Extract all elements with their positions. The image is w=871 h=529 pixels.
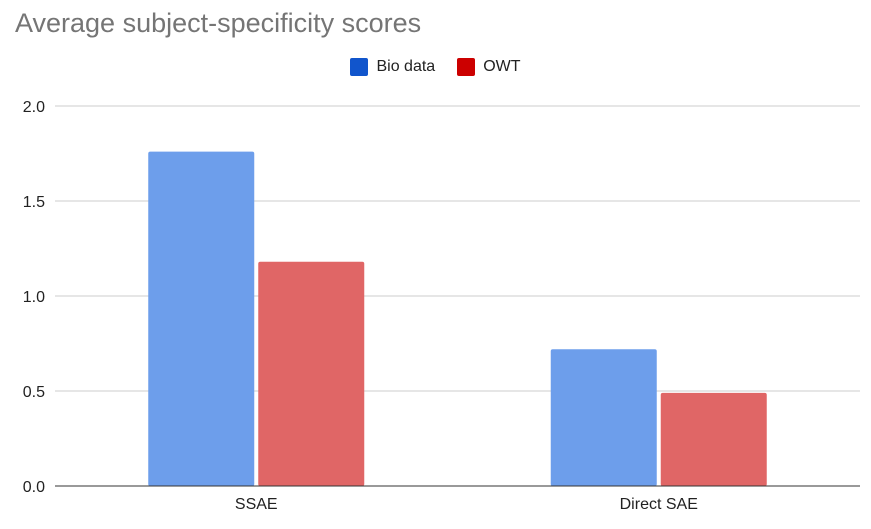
legend: Bio data OWT <box>0 58 871 76</box>
y-tick-label: 2.0 <box>23 99 45 116</box>
legend-swatch-owt <box>457 58 476 76</box>
legend-label-owt: OWT <box>483 58 521 75</box>
y-tick-label: 0.5 <box>23 384 45 401</box>
bar-owt-ssae[interactable] <box>258 261 365 486</box>
y-tick-label: 0.0 <box>23 479 45 496</box>
bar-owt-direct-sae[interactable] <box>660 392 767 486</box>
legend-swatch-bio-data <box>350 58 369 76</box>
y-tick-label: 1.0 <box>23 289 45 306</box>
chart-title: Average subject-specificity scores <box>15 8 422 38</box>
legend-item-bio-data[interactable]: Bio data <box>350 58 435 76</box>
legend-item-owt[interactable]: OWT <box>457 58 521 76</box>
x-tick-label: Direct SAE <box>620 496 698 513</box>
x-tick-label: SSAE <box>235 496 278 513</box>
bar-bio-data-direct-sae[interactable] <box>550 349 657 486</box>
legend-label-bio-data: Bio data <box>376 58 436 75</box>
bar-bio-data-ssae[interactable] <box>148 151 255 486</box>
y-tick-label: 1.5 <box>23 194 45 211</box>
